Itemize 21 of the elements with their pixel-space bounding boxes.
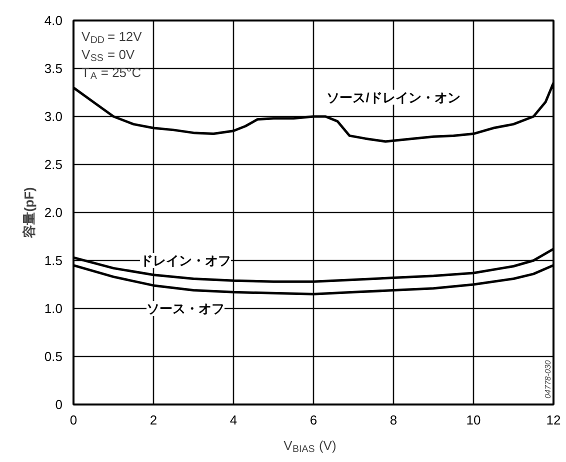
x-tick-label: 10 bbox=[466, 412, 481, 428]
y-tick-label: 1.0 bbox=[44, 301, 63, 316]
y-tick-label: 3.0 bbox=[44, 109, 63, 124]
series-label: ドレイン・オフ bbox=[140, 253, 231, 268]
x-tick-label: 12 bbox=[546, 412, 561, 428]
x-tick-label: 0 bbox=[70, 412, 78, 428]
y-tick-label: 2.0 bbox=[44, 205, 63, 220]
y-tick-label: 3.5 bbox=[44, 61, 63, 76]
x-tick-label: 4 bbox=[230, 412, 238, 428]
y-axis-title: 容量(pF) bbox=[21, 187, 36, 239]
annotation: 04778-030 bbox=[544, 360, 552, 398]
series-label: ソース/ドレイン・オン bbox=[326, 90, 460, 105]
series-label: ソース・オフ bbox=[146, 301, 224, 316]
x-tick-label: 2 bbox=[150, 412, 158, 428]
y-tick-label: 4.0 bbox=[44, 13, 63, 28]
x-tick-label: 8 bbox=[390, 412, 398, 428]
y-tick-label: 1.5 bbox=[44, 253, 63, 268]
y-tick-label: 0 bbox=[55, 397, 63, 412]
x-tick-label: 6 bbox=[310, 412, 318, 428]
y-tick-label: 2.5 bbox=[44, 157, 63, 172]
y-tick-label: 0.5 bbox=[44, 349, 63, 364]
